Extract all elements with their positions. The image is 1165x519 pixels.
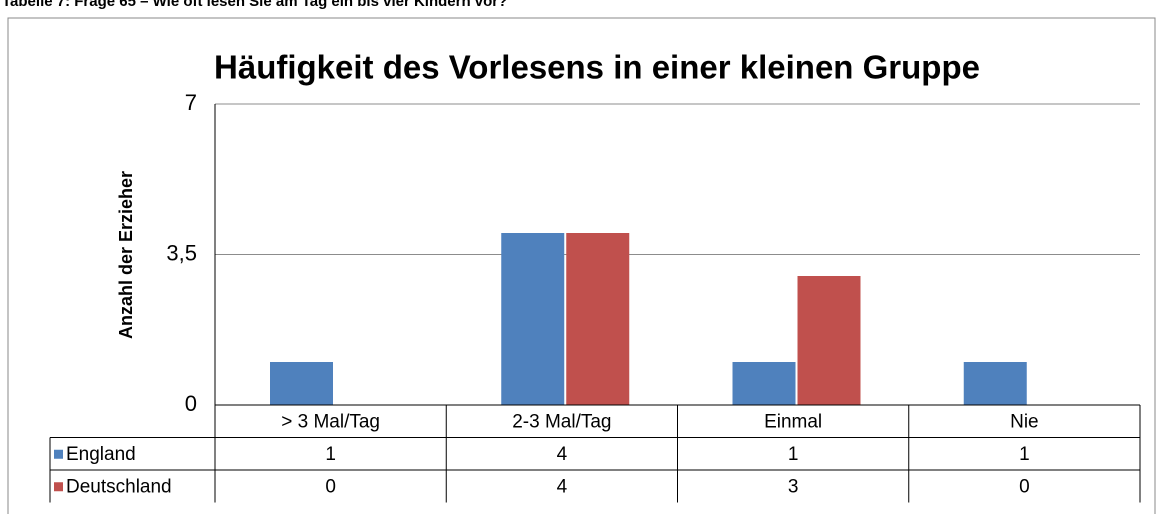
data-table-value: 1 — [1019, 444, 1030, 465]
x-tick-label: > 3 Mal/Tag — [281, 411, 380, 432]
y-tick-label: 3,5 — [166, 240, 197, 265]
x-tick-label: Nie — [1010, 411, 1039, 432]
data-table-value: 1 — [325, 444, 336, 465]
x-tick-label: 2-3 Mal/Tag — [512, 411, 611, 432]
chart-title: Häufigkeit des Vorlesens in einer kleine… — [214, 49, 980, 86]
bar — [797, 276, 861, 405]
legend-label: England — [66, 444, 136, 465]
legend-key — [54, 449, 63, 459]
bar — [501, 233, 565, 405]
x-tick-label: Einmal — [764, 411, 822, 432]
y-tick-label: 0 — [185, 391, 197, 416]
chart-frame — [7, 17, 1156, 514]
bar — [732, 362, 796, 405]
legend-label: Deutschland — [66, 476, 172, 497]
bar — [566, 233, 630, 405]
data-table-value: 0 — [1019, 476, 1030, 497]
bar — [963, 362, 1027, 405]
y-tick-label: 7 — [185, 90, 197, 115]
bar — [270, 362, 333, 405]
data-table-value: 0 — [325, 476, 336, 497]
caption: Tabelle 7: Frage 65 – Wie oft lesen Sie … — [2, 0, 507, 10]
data-table-value: 4 — [557, 476, 568, 497]
data-table-value: 1 — [788, 444, 799, 465]
data-table-value: 4 — [557, 444, 568, 465]
legend-key — [54, 482, 63, 492]
y-axis-label: Anzahl der Erzieher — [116, 171, 136, 339]
data-table-value: 3 — [788, 476, 799, 497]
